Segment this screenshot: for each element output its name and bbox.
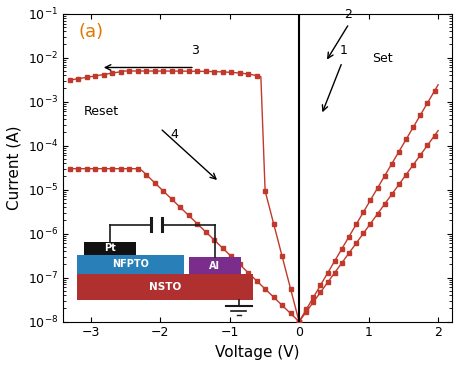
Text: Set: Set xyxy=(372,52,393,65)
Text: 2: 2 xyxy=(344,8,352,21)
Text: 4: 4 xyxy=(170,128,179,141)
Text: Reset: Reset xyxy=(84,105,119,118)
Text: 1: 1 xyxy=(339,44,347,57)
Y-axis label: Current (A): Current (A) xyxy=(7,126,22,210)
X-axis label: Voltage (V): Voltage (V) xyxy=(215,345,300,360)
Text: (a): (a) xyxy=(78,23,103,41)
Bar xyxy=(77,255,184,274)
Bar xyxy=(77,274,253,300)
Text: NFPTO: NFPTO xyxy=(112,259,149,269)
Text: Pt: Pt xyxy=(104,243,116,253)
Bar xyxy=(189,257,241,274)
Text: NSTO: NSTO xyxy=(149,282,181,292)
Bar xyxy=(84,241,136,255)
Text: Al: Al xyxy=(209,261,220,270)
Text: 3: 3 xyxy=(191,44,199,57)
